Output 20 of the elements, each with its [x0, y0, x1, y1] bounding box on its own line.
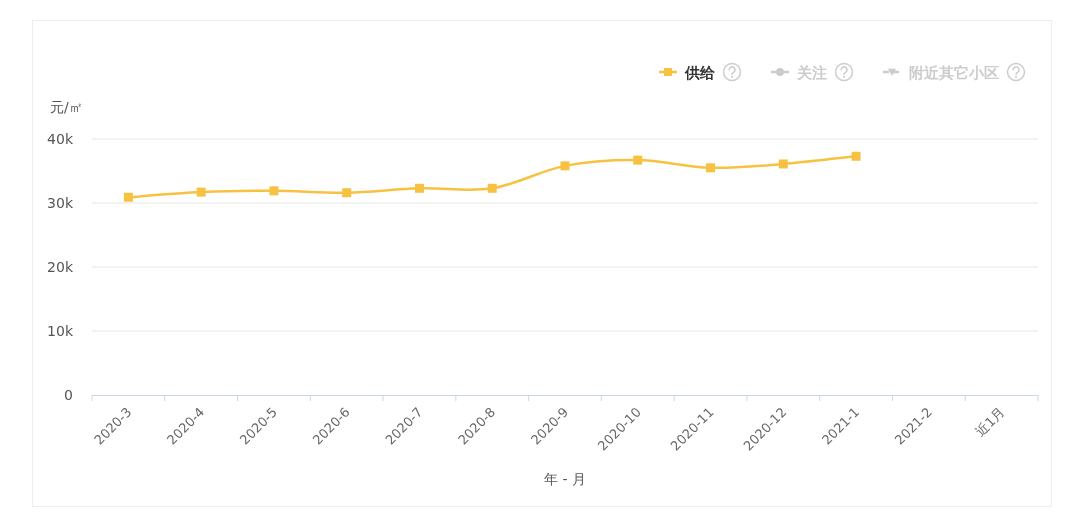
point — [123, 192, 133, 202]
point — [560, 161, 570, 171]
point — [196, 187, 206, 197]
y-tick-label: 30k — [47, 195, 74, 211]
point — [778, 159, 788, 169]
point — [414, 183, 424, 193]
point — [706, 163, 716, 173]
y-tick-label: 40k — [47, 131, 74, 147]
y-tick-label: 10k — [47, 323, 74, 339]
y-axis-title: 元/㎡ — [50, 99, 83, 115]
point — [487, 183, 497, 193]
y-tick-label: 0 — [64, 387, 73, 403]
x-axis-title: 年 - 月 — [544, 471, 586, 487]
point — [851, 151, 861, 161]
point — [269, 186, 279, 196]
point — [633, 155, 643, 165]
point — [342, 188, 352, 198]
legend-label: 供给 — [684, 63, 716, 82]
x-tick-label: 近1月 — [972, 404, 1008, 440]
y-tick-label: 20k — [47, 259, 74, 275]
